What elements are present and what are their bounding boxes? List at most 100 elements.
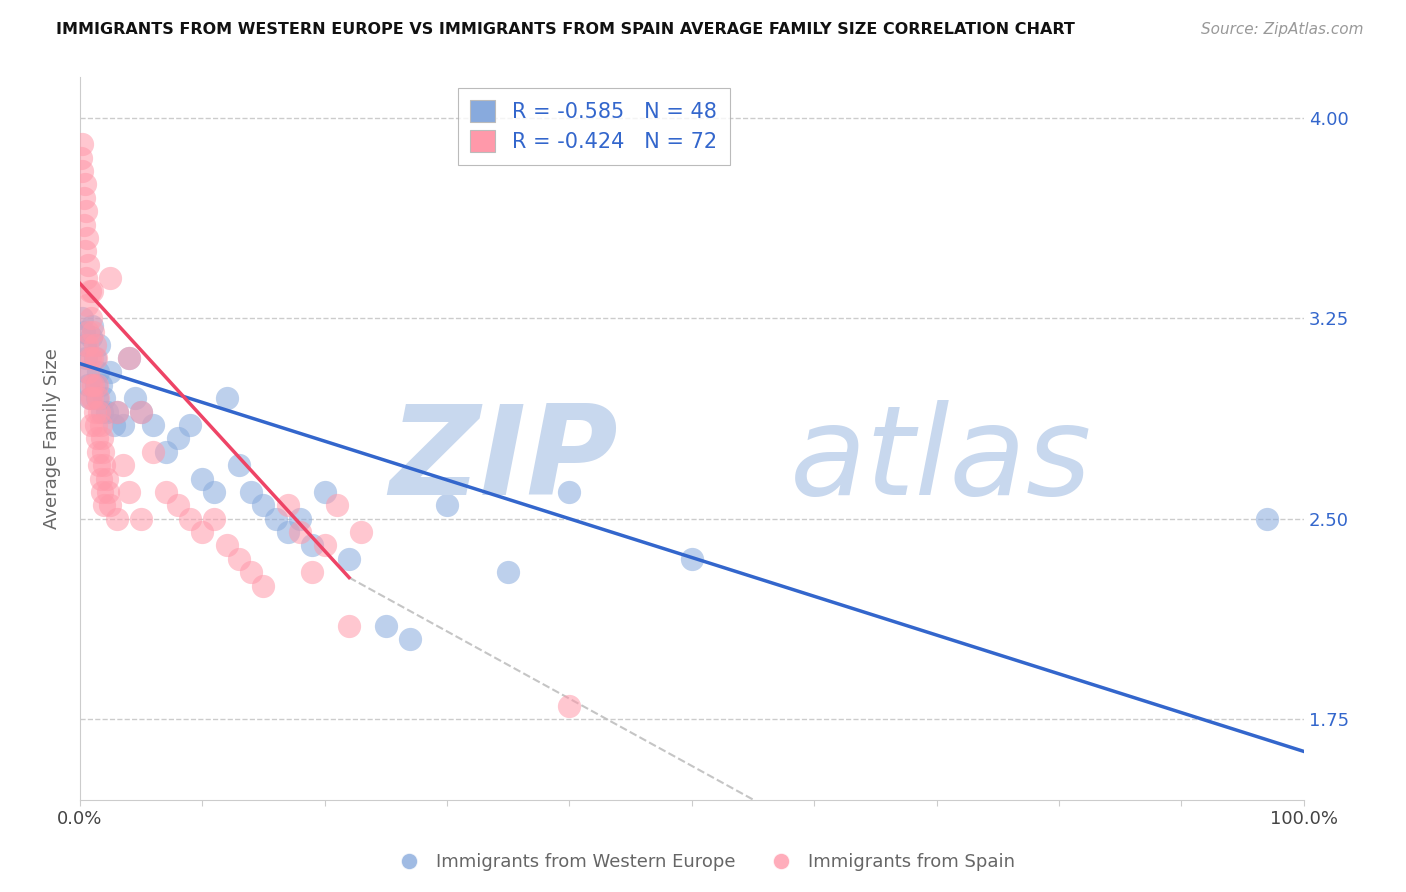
- Text: atlas: atlas: [790, 400, 1092, 521]
- Point: [79, 392, 101, 406]
- Point: [84, 351, 107, 366]
- Point: [103, 418, 125, 433]
- Point: [100, 499, 122, 513]
- Point: [1256, 512, 1278, 526]
- Point: [93, 392, 115, 406]
- Point: [105, 405, 128, 419]
- Point: [80, 311, 103, 326]
- Point: [83, 351, 105, 366]
- Text: Source: ZipAtlas.com: Source: ZipAtlas.com: [1201, 22, 1364, 37]
- Point: [129, 405, 152, 419]
- Point: [97, 485, 120, 500]
- Point: [83, 405, 105, 419]
- Point: [350, 525, 373, 540]
- Point: [166, 499, 188, 513]
- Point: [72, 137, 94, 152]
- Point: [129, 512, 152, 526]
- Point: [77, 378, 100, 392]
- Point: [76, 298, 98, 312]
- Point: [204, 512, 226, 526]
- Point: [228, 551, 250, 566]
- Point: [374, 618, 396, 632]
- Point: [111, 458, 134, 473]
- Point: [83, 338, 105, 352]
- Point: [228, 458, 250, 473]
- Point: [82, 325, 104, 339]
- Point: [252, 578, 274, 592]
- Point: [91, 445, 114, 459]
- Point: [79, 351, 101, 366]
- Point: [75, 271, 97, 285]
- Legend: Immigrants from Western Europe, Immigrants from Spain: Immigrants from Western Europe, Immigran…: [384, 847, 1022, 879]
- Point: [90, 432, 112, 446]
- Point: [252, 499, 274, 513]
- Point: [79, 392, 101, 406]
- Point: [80, 330, 103, 344]
- Point: [82, 319, 104, 334]
- Point: [277, 525, 299, 540]
- Point: [155, 485, 177, 500]
- Point: [75, 351, 97, 366]
- Point: [80, 378, 103, 392]
- Point: [93, 499, 115, 513]
- Point: [80, 418, 103, 433]
- Point: [82, 351, 104, 366]
- Point: [105, 512, 128, 526]
- Point: [73, 178, 96, 192]
- Y-axis label: Average Family Size: Average Family Size: [44, 348, 60, 529]
- Point: [191, 525, 214, 540]
- Point: [90, 472, 112, 486]
- Point: [90, 378, 112, 392]
- Point: [90, 485, 112, 500]
- Point: [288, 525, 311, 540]
- Point: [96, 405, 118, 419]
- Point: [72, 164, 94, 178]
- Point: [86, 392, 108, 406]
- Point: [129, 405, 152, 419]
- Point: [76, 338, 98, 352]
- Point: [72, 311, 94, 326]
- Point: [240, 485, 263, 500]
- Point: [84, 378, 107, 392]
- Point: [204, 485, 226, 500]
- Point: [79, 285, 101, 299]
- Point: [301, 565, 323, 579]
- Point: [77, 258, 100, 272]
- Point: [87, 392, 110, 406]
- Point: [142, 445, 165, 459]
- Point: [73, 244, 96, 259]
- Point: [277, 499, 299, 513]
- Point: [75, 204, 97, 219]
- Point: [337, 618, 360, 632]
- Text: IMMIGRANTS FROM WESTERN EUROPE VS IMMIGRANTS FROM SPAIN AVERAGE FAMILY SIZE CORR: IMMIGRANTS FROM WESTERN EUROPE VS IMMIGR…: [56, 22, 1076, 37]
- Point: [82, 392, 104, 406]
- Point: [191, 472, 214, 486]
- Point: [681, 551, 703, 566]
- Point: [215, 538, 238, 552]
- Point: [70, 151, 93, 165]
- Point: [111, 418, 134, 433]
- Point: [89, 458, 111, 473]
- Point: [76, 231, 98, 245]
- Point: [86, 432, 108, 446]
- Point: [86, 378, 108, 392]
- Point: [118, 351, 141, 366]
- Point: [118, 485, 141, 500]
- Point: [72, 218, 94, 232]
- Point: [179, 418, 201, 433]
- Point: [90, 418, 112, 433]
- Point: [89, 405, 111, 419]
- Point: [240, 565, 263, 579]
- Point: [72, 325, 94, 339]
- Point: [82, 285, 104, 299]
- Point: [558, 698, 581, 713]
- Point: [84, 418, 107, 433]
- Point: [558, 485, 581, 500]
- Point: [436, 499, 458, 513]
- Point: [314, 485, 336, 500]
- Point: [76, 365, 98, 379]
- Point: [301, 538, 323, 552]
- Point: [155, 445, 177, 459]
- Point: [87, 365, 110, 379]
- Text: ZIP: ZIP: [389, 400, 619, 521]
